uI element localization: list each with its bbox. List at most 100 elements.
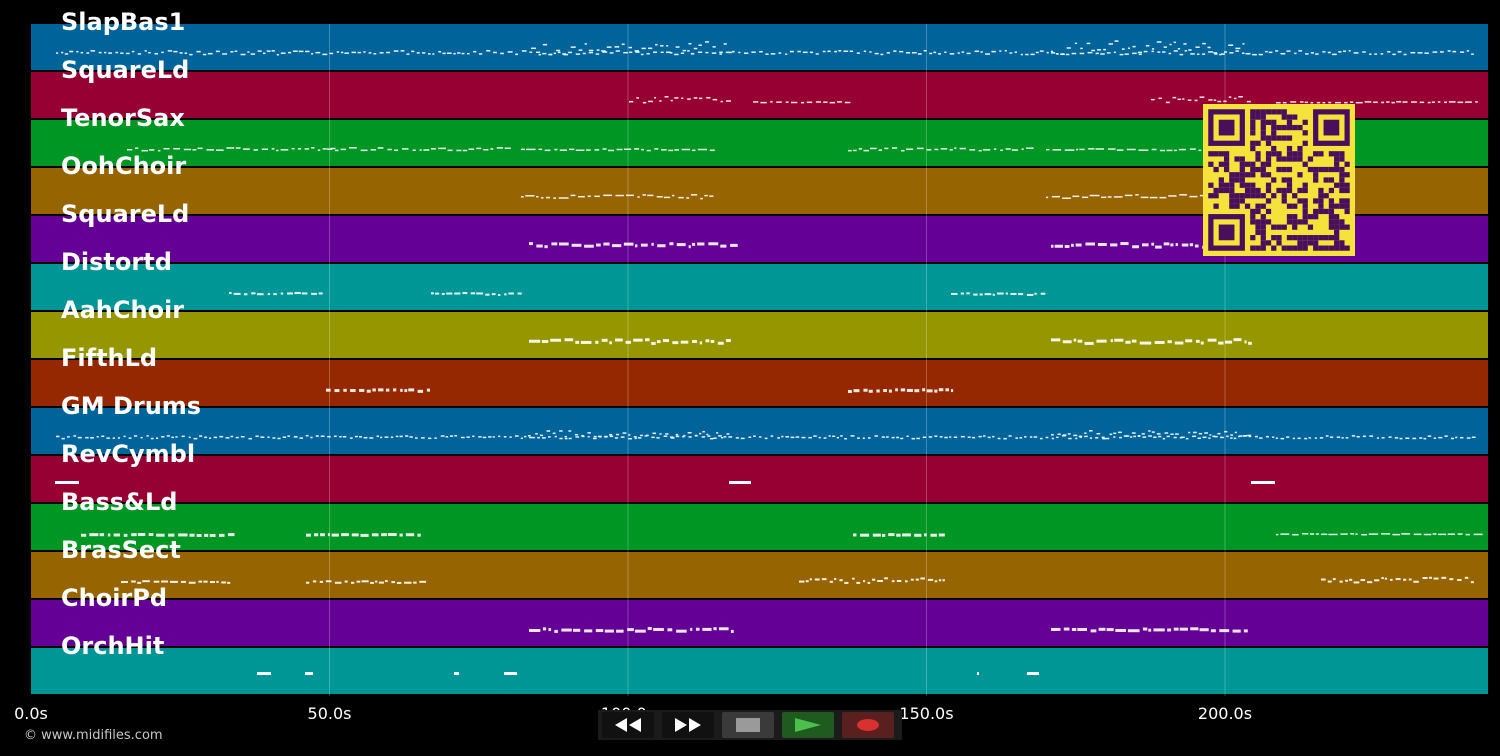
midi-note: [1471, 436, 1476, 439]
track-lane[interactable]: [31, 360, 1488, 406]
midi-note: [863, 580, 866, 583]
midi-note: [496, 147, 504, 149]
midi-note: [384, 436, 389, 438]
midi-note: [944, 51, 947, 53]
midi-note: [372, 388, 376, 392]
fast-forward-button[interactable]: [662, 712, 714, 738]
midi-note: [1364, 101, 1372, 103]
midi-note: [857, 437, 860, 439]
midi-note: [287, 435, 291, 437]
midi-note: [1408, 578, 1412, 581]
midi-note: [676, 629, 687, 633]
midi-note: [1423, 533, 1432, 536]
midi-note: [1465, 533, 1470, 536]
midi-note: [334, 435, 337, 438]
midi-note: [1433, 577, 1439, 580]
midi-note: [508, 292, 514, 295]
midi-note: [702, 627, 712, 631]
midi-note: [959, 147, 966, 150]
midi-note: [336, 51, 340, 53]
track-lane[interactable]: [31, 600, 1488, 646]
stop-button[interactable]: [722, 712, 774, 738]
midi-note: [1096, 339, 1107, 343]
midi-note: [378, 388, 384, 392]
midi-note: [1151, 48, 1155, 50]
midi-note: [991, 50, 996, 53]
midi-note: [884, 147, 889, 150]
midi-note: [608, 149, 615, 152]
midi-note: [299, 437, 304, 439]
midi-note: [1437, 101, 1441, 103]
midi-note: [304, 148, 310, 150]
midi-note: [542, 627, 547, 631]
midi-note: [1419, 101, 1425, 104]
track-lane[interactable]: [31, 552, 1488, 598]
midi-note: [476, 147, 482, 150]
midi-note: [1343, 50, 1346, 52]
midi-note: [67, 436, 70, 438]
midi-note: [654, 148, 659, 150]
track-lane[interactable]: [31, 648, 1488, 694]
midi-note: [366, 389, 371, 393]
midi-note: [690, 627, 693, 631]
midi-note: [578, 49, 583, 51]
midi-note: [359, 436, 363, 438]
midi-note: [953, 436, 958, 438]
midi-note: [1177, 48, 1181, 50]
midi-note: [728, 436, 733, 438]
midi-note: [1197, 437, 1201, 440]
midi-note: [1008, 435, 1012, 437]
midi-note: [681, 148, 691, 151]
midi-note: [227, 533, 235, 537]
midi-note: [1238, 435, 1243, 437]
midi-note: [1119, 436, 1122, 439]
midi-note: [716, 432, 719, 434]
midi-note: [454, 672, 459, 675]
midi-note: [896, 533, 901, 537]
midi-note: [128, 437, 132, 439]
midi-note: [647, 194, 654, 197]
track-lane[interactable]: [31, 24, 1488, 70]
midi-note: [1158, 97, 1162, 100]
rewind-button[interactable]: [602, 712, 654, 738]
qr-code-image: [1208, 109, 1350, 251]
midi-note: [442, 52, 446, 55]
midi-note: [1380, 53, 1384, 55]
midi-note: [96, 436, 99, 438]
record-button[interactable]: [842, 712, 894, 738]
midi-note: [435, 292, 440, 295]
midi-note: [809, 578, 812, 581]
track-lane[interactable]: [31, 312, 1488, 358]
midi-note: [81, 533, 87, 537]
midi-note: [305, 435, 309, 437]
midi-note: [208, 437, 212, 439]
track-lane[interactable]: [31, 264, 1488, 310]
time-tick-label: 200.0s: [1197, 704, 1253, 723]
track-lane[interactable]: [31, 408, 1488, 454]
midi-note: [412, 149, 416, 152]
track-lane[interactable]: [31, 456, 1488, 502]
midi-note: [1310, 52, 1314, 54]
midi-note: [628, 434, 631, 436]
midi-note: [149, 149, 155, 151]
midi-note: [1451, 437, 1455, 440]
midi-note: [331, 533, 339, 537]
midi-note: [616, 433, 620, 436]
track-lane[interactable]: [31, 504, 1488, 550]
midi-note: [770, 101, 773, 103]
midi-note: [1369, 435, 1374, 437]
midi-note: [698, 44, 702, 46]
midi-note: [1179, 53, 1184, 56]
midi-note: [656, 437, 660, 439]
midi-note: [1195, 339, 1200, 343]
play-button[interactable]: [782, 712, 834, 738]
midi-note: [133, 435, 138, 437]
midi-note: [541, 340, 549, 344]
midi-note: [1178, 148, 1186, 151]
midi-note: [723, 436, 727, 438]
midi-note: [1142, 627, 1148, 631]
midi-note: [1116, 149, 1124, 151]
midi-note: [1077, 628, 1087, 631]
midi-note: [69, 50, 74, 53]
midi-note: [1108, 43, 1114, 45]
